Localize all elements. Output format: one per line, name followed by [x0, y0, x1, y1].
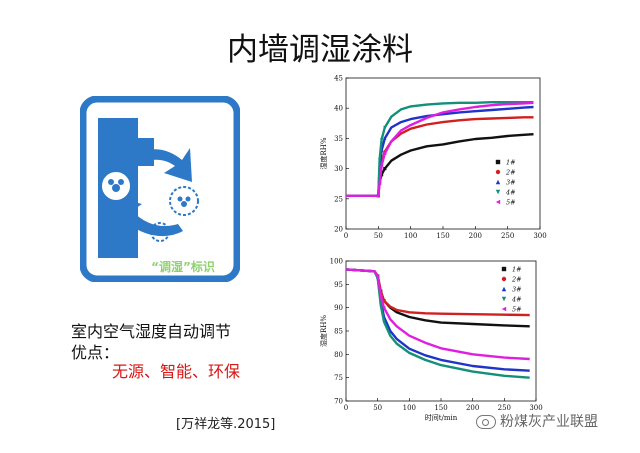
legend-label: 4# [511, 296, 522, 304]
humidity-absorption-chart: 0 50 100 150 200 250 300 20 25 30 35 40 45 湿度RH% 1# 2# 3… [319, 75, 547, 241]
data-point [383, 167, 387, 171]
series-line [345, 268, 530, 317]
legend-label: 5# [506, 199, 516, 207]
legend-marker [495, 189, 501, 195]
wechat-icon [476, 415, 496, 429]
y-tick-label: 85 [334, 328, 343, 336]
data-point [379, 294, 383, 298]
y-tick-label: 35 [334, 135, 343, 143]
advantages-label: 优点： [71, 343, 120, 362]
x-tick-label: 200 [466, 404, 479, 412]
series-line [345, 268, 530, 372]
x-tick-label: 300 [529, 404, 542, 412]
legend-marker [501, 296, 507, 302]
y-tick-label: 75 [334, 374, 343, 382]
legend-label: 3# [506, 179, 516, 187]
x-tick-label: 250 [498, 404, 511, 412]
legend-label: 2# [511, 276, 522, 284]
data-point [383, 136, 387, 140]
watermark-text: 粉煤灰产业联盟 [500, 414, 598, 430]
y-axis-label: 湿度RH% [319, 137, 328, 169]
data-point [379, 163, 384, 168]
data-point [378, 157, 382, 162]
y-tick-label: 80 [334, 351, 343, 359]
y-axis-label: 湿度RH% [319, 315, 328, 347]
citation: [万祥龙等.2015] [176, 417, 276, 432]
x-tick-label: 250 [501, 232, 514, 240]
x-tick-label: 150 [436, 232, 449, 240]
legend-marker [501, 276, 507, 282]
legend-marker [501, 286, 507, 292]
humidity-control-logo [80, 96, 240, 282]
y-tick-label: 95 [334, 281, 343, 289]
data-point [379, 138, 384, 142]
y-tick-label: 90 [334, 304, 343, 312]
legend-label: 4# [505, 189, 516, 197]
legend-marker [495, 169, 501, 175]
legend-label: 1# [506, 159, 516, 167]
y-tick-label: 40 [334, 105, 343, 113]
x-tick-label: 300 [533, 232, 546, 240]
y-tick-label: 70 [334, 398, 343, 406]
watermark: 粉煤灰产业联盟 [476, 411, 598, 431]
humidity-release-chart: 0 50 100 150 200 250 300 70 75 80 85 90 95 100 湿度RH% 时间… [319, 258, 543, 423]
legend-label: 1# [512, 266, 522, 274]
legend-marker [495, 179, 501, 185]
data-point [376, 194, 380, 198]
data-point [382, 320, 386, 324]
series-line [346, 101, 534, 198]
data-point [376, 274, 380, 278]
legend-marker [495, 159, 501, 165]
data-point [379, 303, 383, 307]
x-tick-label: 0 [344, 232, 348, 240]
y-tick-label: 30 [334, 165, 343, 173]
x-tick-label: 50 [373, 404, 382, 412]
x-tick-label: 100 [404, 232, 417, 240]
legend-label: 5# [512, 306, 522, 314]
x-axis-label: 时间t/min [425, 413, 458, 422]
data-point [378, 182, 382, 186]
data-point [383, 151, 387, 156]
x-tick-label: 0 [344, 404, 348, 412]
data-point [383, 125, 387, 130]
feature-description: 室内空气湿度自动调节 [71, 322, 232, 341]
y-tick-label: 20 [334, 226, 343, 234]
x-tick-label: 150 [434, 404, 447, 412]
plot-frame [345, 260, 537, 402]
legend-marker [501, 266, 507, 272]
slide-title: 内墙调湿涂料 [227, 32, 413, 68]
series-line [345, 268, 530, 379]
legend-marker [501, 306, 507, 312]
data-point [382, 306, 386, 310]
y-tick-label: 100 [330, 258, 343, 266]
legend-label: 3# [512, 286, 522, 294]
legend-label: 2# [505, 169, 516, 177]
y-tick-label: 45 [334, 75, 343, 83]
advantages-highlight: 无源、智能、环保 [112, 362, 241, 381]
series-line [346, 101, 534, 198]
x-tick-label: 100 [403, 404, 416, 412]
logo-caption: “调湿”标识 [151, 260, 215, 274]
x-tick-label: 50 [374, 232, 383, 240]
legend-marker [495, 199, 501, 205]
y-tick-label: 25 [334, 195, 343, 203]
x-tick-label: 200 [469, 232, 482, 240]
